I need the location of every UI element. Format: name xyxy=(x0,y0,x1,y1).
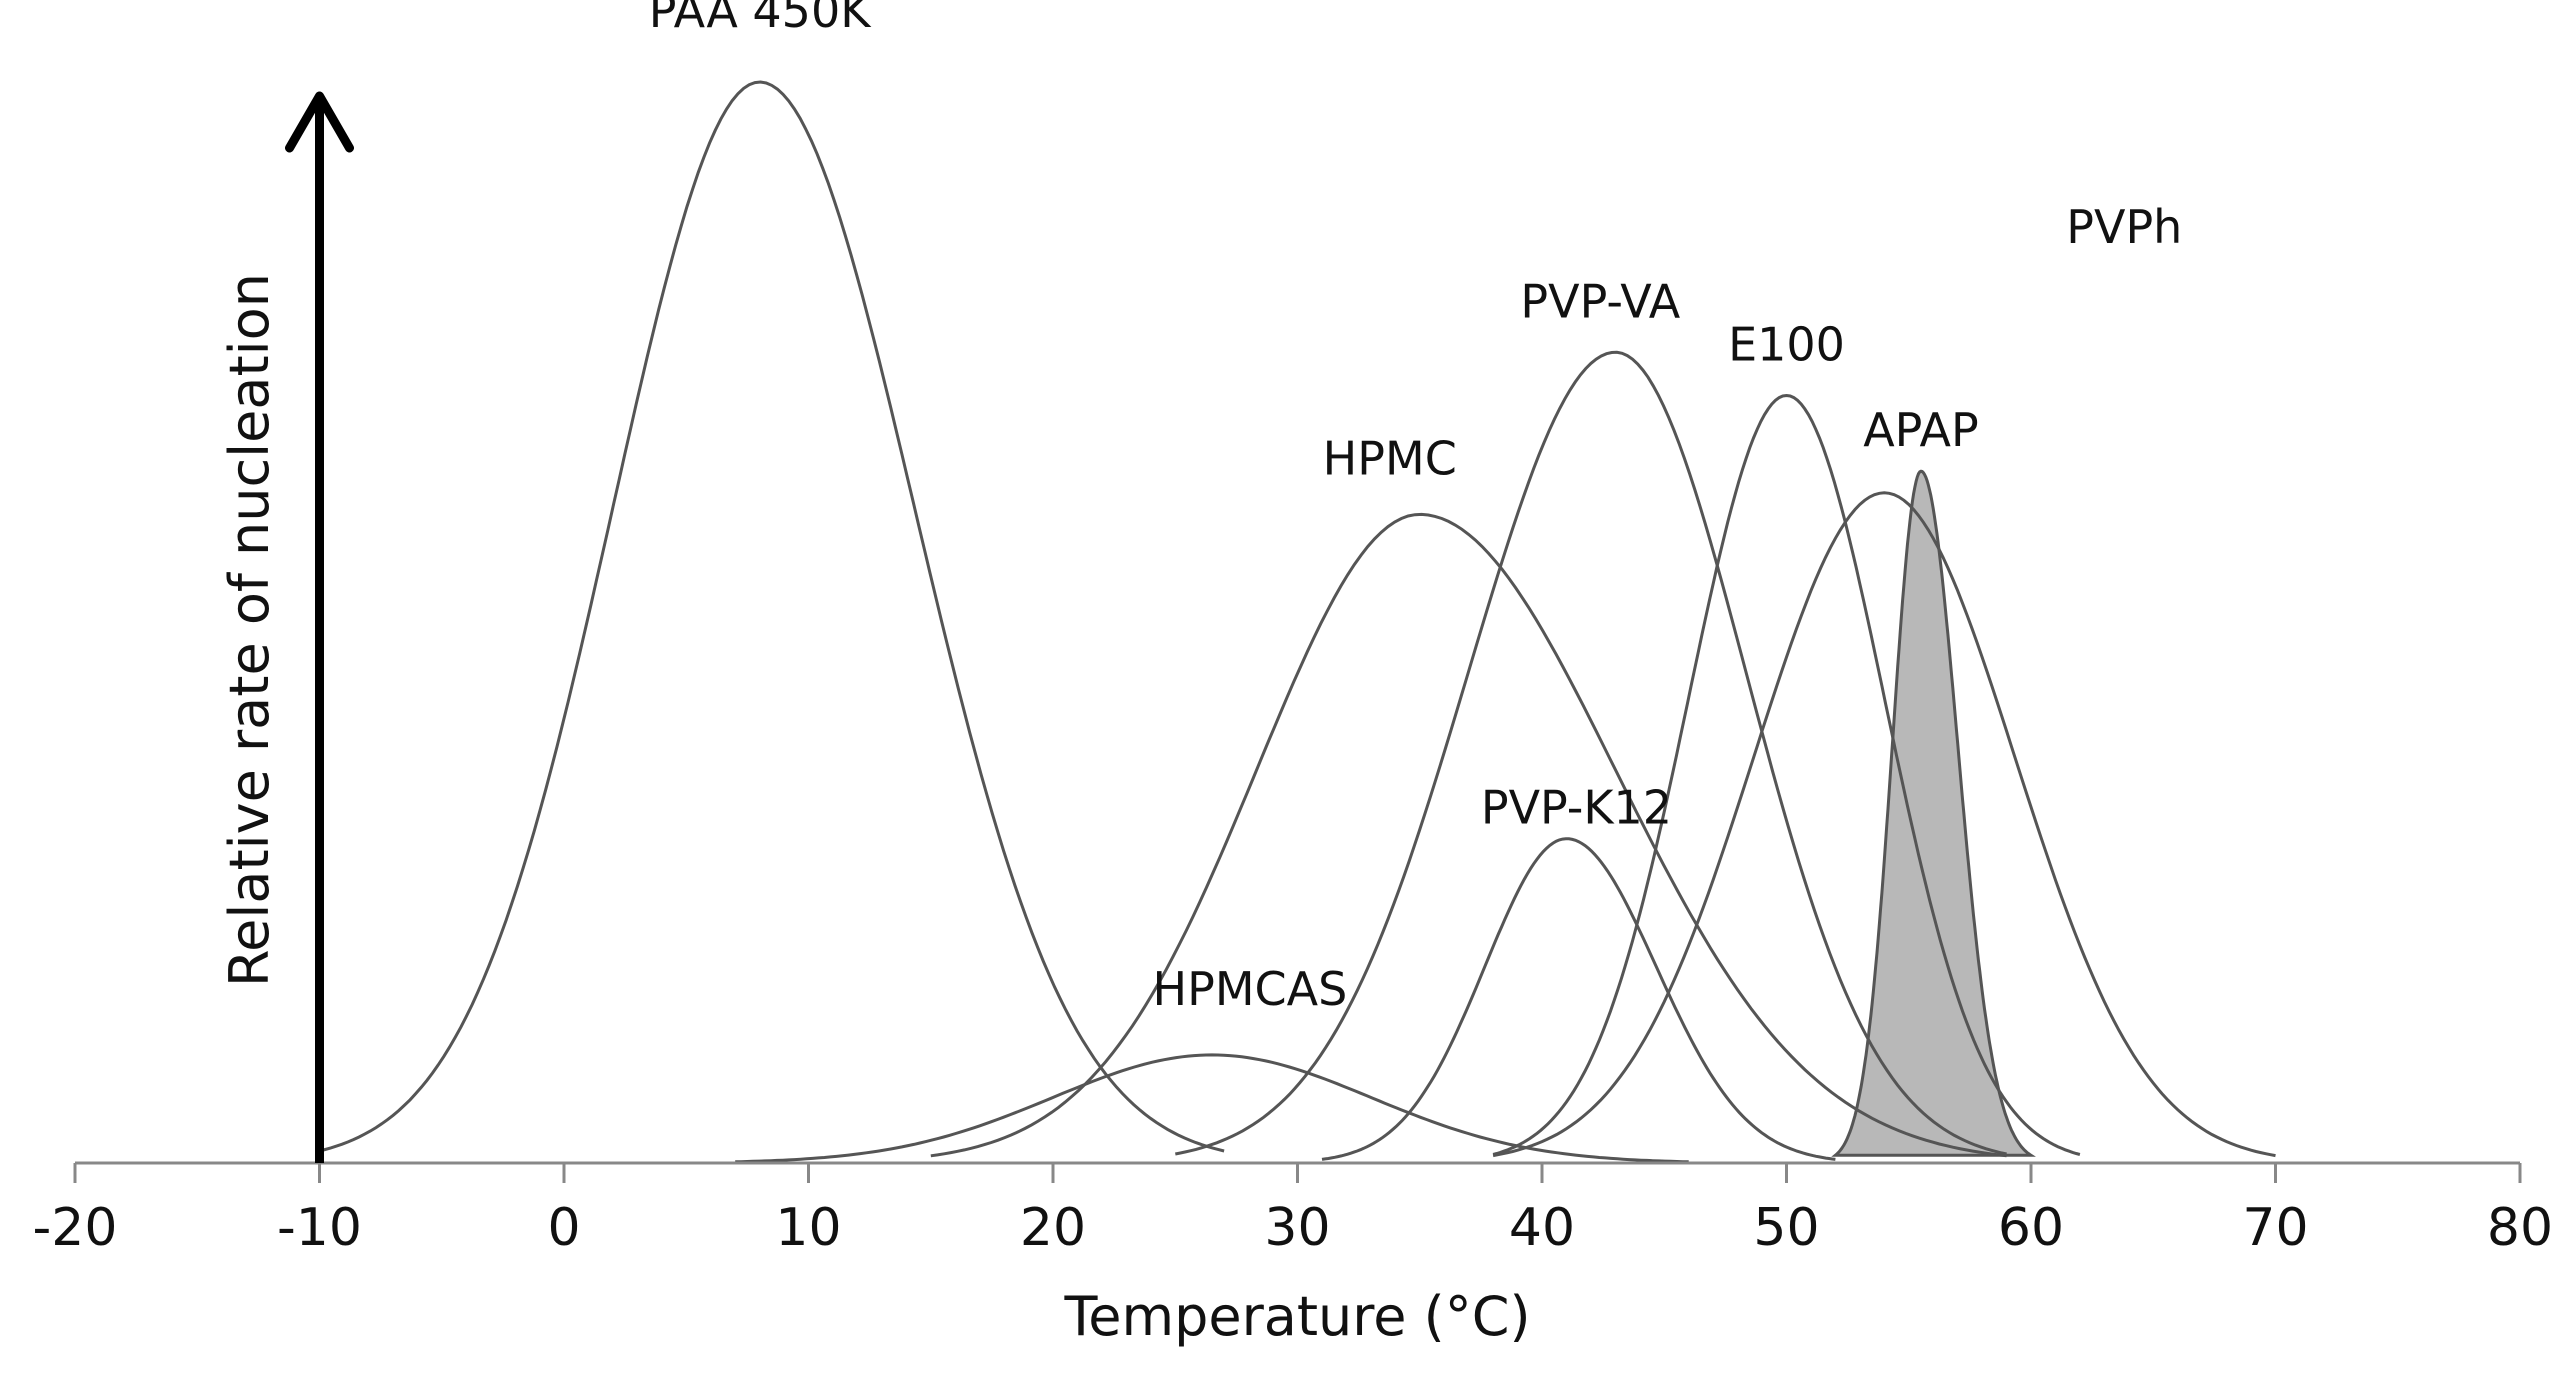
y-axis-arrow xyxy=(285,91,354,1163)
series-curve-pvp-k12 xyxy=(1321,837,1836,1161)
series-curve-hpmcas xyxy=(735,1053,1689,1164)
x-tick-label: 30 xyxy=(1264,1198,1330,1258)
series-curve-hpmc xyxy=(930,512,2007,1158)
series-curve-paa-450k xyxy=(319,80,1225,1153)
series-label-hpmcas: HPMCAS xyxy=(1153,962,1348,1016)
series-label-pvph: PVPh xyxy=(2066,200,2182,254)
series-curve-pvp-va xyxy=(1175,350,2007,1156)
x-tick-label: 80 xyxy=(2487,1198,2553,1258)
x-tick-label: 70 xyxy=(2242,1198,2308,1258)
series-label-hpmc: HPMC xyxy=(1323,431,1457,485)
x-tick-label: 10 xyxy=(775,1198,841,1258)
series-curve-e100 xyxy=(1492,393,2081,1156)
x-tick-label: 20 xyxy=(1020,1198,1086,1258)
x-axis-title: Temperature (°C) xyxy=(1063,1285,1530,1348)
x-tick-label: 0 xyxy=(547,1198,580,1258)
x-tick-label: 60 xyxy=(1998,1198,2064,1258)
series-curve-pvph xyxy=(1492,491,2276,1158)
curves-layer xyxy=(319,80,2276,1164)
series-labels: PAA 450K HPMCAS HPMC PVP-VA PVP-K12 E100 PVPh A… xyxy=(649,0,2183,1016)
y-arrow-head xyxy=(285,91,354,153)
series-label-pvp-k12: PVP-K12 xyxy=(1481,781,1672,835)
x-tick-label: -10 xyxy=(277,1198,362,1258)
x-ticks: -20 -10 0 10 20 30 40 50 60 70 80 xyxy=(33,1163,2553,1258)
y-axis-title: Relative rate of nucleation xyxy=(218,273,281,987)
series-label-apap: APAP xyxy=(1863,403,1978,457)
series-label-e100: E100 xyxy=(1728,317,1845,371)
x-tick-label: -20 xyxy=(33,1198,118,1258)
series-label-pvp-va: PVP-VA xyxy=(1520,274,1680,328)
series-curve-apap xyxy=(1831,469,2036,1157)
x-tick-label: 40 xyxy=(1509,1198,1575,1258)
series-label-paa-450k: PAA 450K xyxy=(649,0,872,38)
x-tick-label: 50 xyxy=(1753,1198,1819,1258)
